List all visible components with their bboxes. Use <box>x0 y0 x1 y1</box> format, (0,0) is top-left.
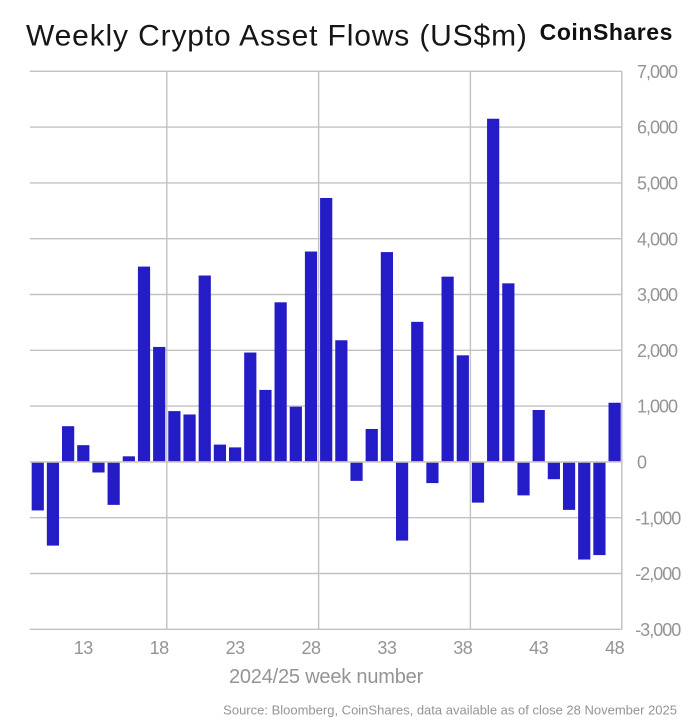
svg-text:43: 43 <box>529 638 549 658</box>
svg-text:38: 38 <box>453 638 473 658</box>
svg-text:2024/25 week number: 2024/25 week number <box>229 666 424 688</box>
svg-text:7,000: 7,000 <box>637 62 678 82</box>
svg-text:0: 0 <box>637 453 647 473</box>
svg-text:-1,000: -1,000 <box>635 508 681 528</box>
svg-text:28: 28 <box>301 638 321 658</box>
svg-text:5,000: 5,000 <box>637 174 678 194</box>
svg-text:3,000: 3,000 <box>637 285 678 305</box>
svg-text:CoinShares: CoinShares <box>540 19 673 45</box>
svg-text:Source: Bloomberg, CoinShares,: Source: Bloomberg, CoinShares, data avai… <box>223 702 677 717</box>
svg-text:-3,000: -3,000 <box>635 620 681 640</box>
svg-text:18: 18 <box>150 638 170 658</box>
svg-text:2,000: 2,000 <box>637 341 678 361</box>
svg-text:48: 48 <box>605 638 625 658</box>
svg-text:6,000: 6,000 <box>637 118 678 138</box>
svg-text:-2,000: -2,000 <box>635 564 681 584</box>
svg-text:4,000: 4,000 <box>637 229 678 249</box>
svg-text:23: 23 <box>226 638 246 658</box>
svg-text:1,000: 1,000 <box>637 397 678 417</box>
svg-text:33: 33 <box>377 638 397 658</box>
svg-text:13: 13 <box>74 638 94 658</box>
svg-text:Weekly Crypto Asset Flows (US$: Weekly Crypto Asset Flows (US$m) <box>26 19 528 52</box>
